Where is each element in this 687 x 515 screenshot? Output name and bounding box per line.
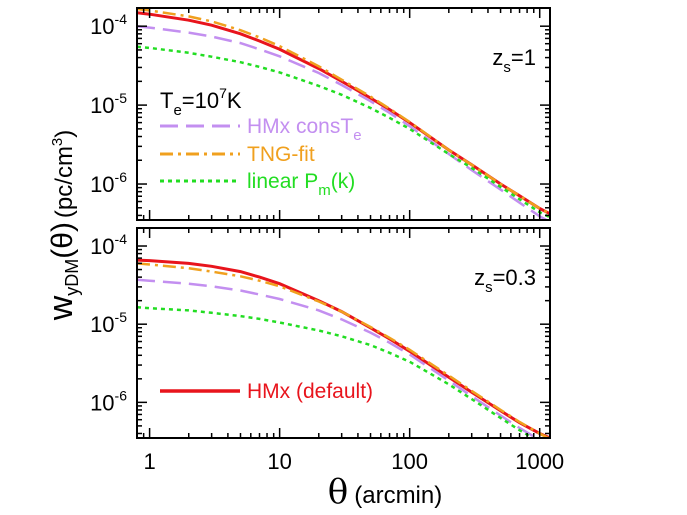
y-tick-label: 10-4 xyxy=(90,231,127,259)
plot-frame xyxy=(136,7,551,221)
x-axis-label: θ (arcmin) xyxy=(328,472,442,512)
y-tick-label: 10-6 xyxy=(90,387,127,415)
x-tick-label: 100 xyxy=(391,449,428,474)
series-line-hmx_const xyxy=(137,278,539,438)
y-axis-label: wyDM(θ)(pc/cm3) xyxy=(42,130,82,322)
y-tick-label: 10-4 xyxy=(90,11,127,39)
legend-label-linear_pm: linear Pm(k) xyxy=(247,170,355,199)
x-tick-label: 1000 xyxy=(515,449,564,474)
y-tick-label: 10-5 xyxy=(90,90,127,118)
series-line-linear_pm xyxy=(137,305,536,438)
series-line-linear_pm xyxy=(137,45,550,219)
legend-label-tng_fit: TNG-fit xyxy=(247,143,315,166)
y-tick-label: 10-5 xyxy=(90,309,127,337)
legend-label-hmx_const: HMx consTe xyxy=(247,115,362,144)
series-line-tng_fit xyxy=(137,8,550,215)
panel-bottom: 10-4 10-5 10-6 1 10 100 1000 zs=0.3 HMx (default… xyxy=(90,227,564,474)
redshift-annotation: zs=0.3 xyxy=(474,265,536,296)
series-line-hmx_default xyxy=(137,11,550,216)
series-line-tng_fit xyxy=(137,262,550,438)
legend-label-hmx_default: HMx (default) xyxy=(247,380,373,403)
y-tick-label: 10-6 xyxy=(90,169,127,197)
x-tick-label: 1 xyxy=(143,449,155,474)
temperature-label: Te=107K xyxy=(160,85,242,119)
plot-frame xyxy=(136,227,551,439)
redshift-annotation: zs=1 xyxy=(492,45,536,76)
x-tick-label: 10 xyxy=(267,449,291,474)
